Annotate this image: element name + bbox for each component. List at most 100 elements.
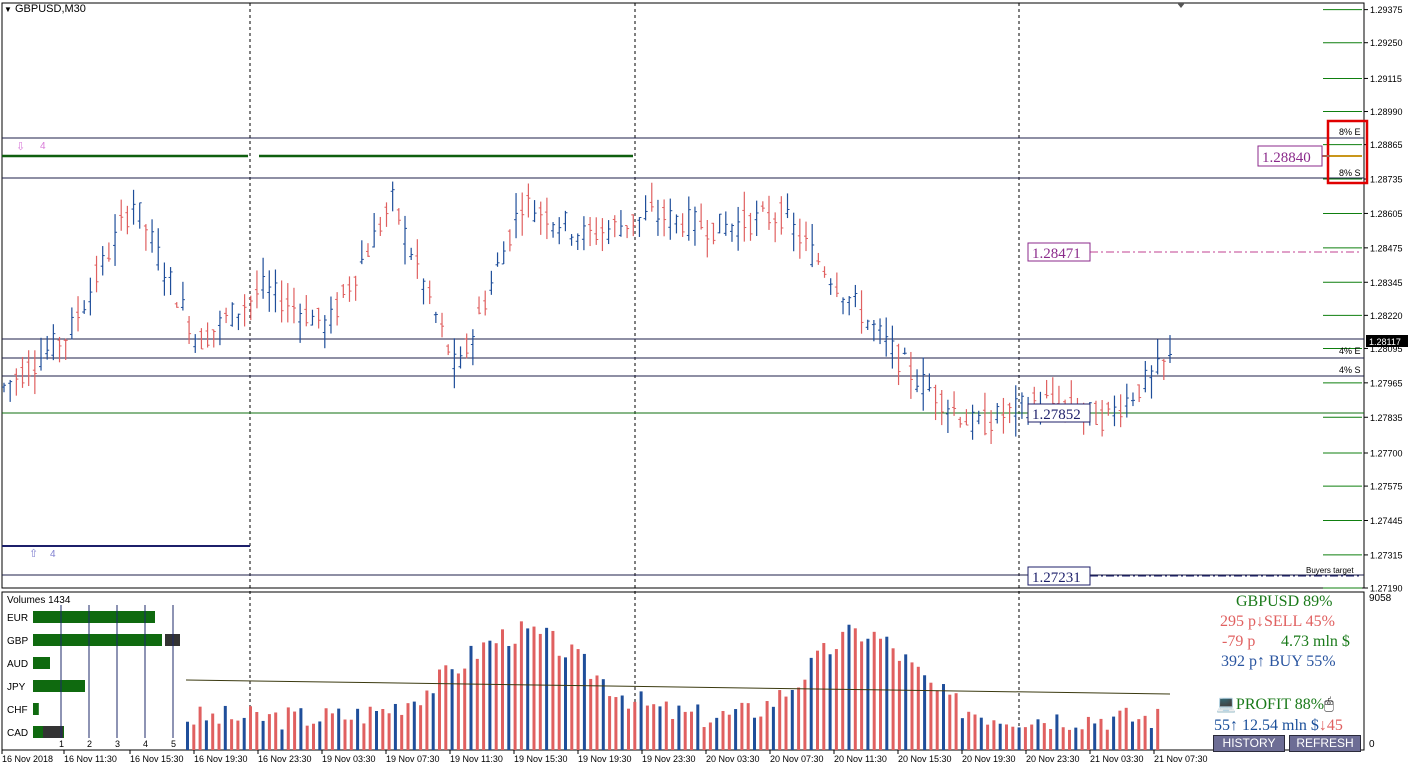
price-tick-label: 1.28990	[1370, 107, 1403, 117]
time-tick-label: 16 Nov 23:30	[258, 754, 312, 764]
zone-highlight-box[interactable]	[1326, 119, 1369, 185]
volume-bar	[557, 655, 561, 750]
volume-bar	[438, 669, 441, 750]
volume-bar	[910, 662, 914, 750]
history-button[interactable]: HISTORY	[1213, 735, 1285, 752]
volume-bar	[658, 706, 662, 750]
volume-bar	[1080, 729, 1084, 750]
volume-bar	[1074, 727, 1078, 750]
level-lower-value: 1.27852	[1032, 407, 1081, 423]
volume-bar	[526, 628, 530, 750]
level-box-mid[interactable]	[1027, 242, 1091, 262]
signal-up-count: 4	[50, 549, 56, 560]
volume-bar	[721, 711, 725, 750]
volume-bar	[652, 704, 656, 750]
volume-average-line	[185, 679, 1171, 695]
currency-label: EUR	[7, 613, 28, 624]
volume-bar	[822, 643, 826, 750]
shift-marker-icon[interactable]	[1177, 3, 1185, 8]
volume-bar	[860, 641, 864, 750]
volume-bar	[469, 645, 473, 750]
volume-bar	[375, 711, 378, 750]
volume-bar	[1149, 728, 1153, 750]
volume-bar	[1011, 726, 1015, 750]
currency-strength-bar	[33, 703, 39, 715]
volume-bar	[715, 717, 719, 750]
volume-bar	[463, 668, 467, 750]
volume-bar	[507, 645, 511, 750]
volume-bar	[620, 695, 624, 750]
price-tick-label: 1.27190	[1370, 584, 1403, 594]
profit-label: PROFIT 88%	[1235, 696, 1325, 713]
level-box-lower[interactable]	[1027, 403, 1091, 423]
volume-bar	[979, 717, 983, 750]
volume-bar	[368, 706, 372, 750]
currency-label: GBP	[7, 636, 28, 647]
volume-bar	[784, 696, 788, 750]
volume-bar	[330, 713, 334, 750]
volume-bar	[425, 690, 429, 750]
volume-bar	[1099, 718, 1103, 750]
volume-bar	[967, 711, 971, 750]
price-tick-label: 1.29250	[1370, 38, 1403, 48]
price-tick-label: 1.28605	[1370, 209, 1403, 219]
time-tick-label: 20 Nov 07:30	[770, 754, 824, 764]
refresh-button[interactable]: REFRESH	[1289, 735, 1361, 752]
volume-bar	[1017, 727, 1021, 750]
volume-bar	[519, 621, 523, 750]
volume-bar	[356, 708, 360, 750]
time-tick-label: 19 Nov 03:30	[322, 754, 376, 764]
stat-sell: 295 p↓SELL 45%	[1220, 613, 1335, 630]
volume-bar	[960, 718, 964, 750]
volume-bar	[249, 706, 252, 750]
volume-bar	[450, 669, 454, 750]
volume-bar	[664, 701, 668, 750]
volume-bar	[809, 657, 813, 750]
volume-bar	[803, 679, 807, 750]
level-box-upper[interactable]	[1257, 145, 1323, 167]
volume-bar	[696, 704, 700, 750]
volume-bar	[834, 649, 838, 750]
mouse-icon[interactable]: 🖱	[1324, 696, 1334, 713]
volume-bar	[217, 723, 221, 750]
volume-bar	[482, 642, 486, 750]
volume-title: Volumes 1434	[7, 595, 71, 606]
time-tick-label: 19 Nov 07:30	[386, 754, 440, 764]
volume-bar	[576, 649, 580, 750]
volume-bar	[211, 713, 215, 750]
volume-bar	[935, 690, 939, 750]
volume-bar	[456, 673, 460, 750]
level-upper-value: 1.28840	[1262, 150, 1311, 166]
volume-bar	[790, 689, 794, 750]
volume-bar	[393, 703, 397, 750]
volume-bar	[778, 690, 782, 750]
signal-down-count: 4	[40, 141, 46, 152]
price-tick-label: 1.27965	[1370, 378, 1403, 388]
price-tick-label: 1.27575	[1370, 482, 1403, 492]
volume-bar	[954, 693, 958, 750]
time-tick-label: 16 Nov 11:30	[64, 754, 117, 764]
volume-bar	[412, 701, 416, 750]
time-tick-label: 21 Nov 03:30	[1090, 754, 1144, 764]
volume-bar	[885, 636, 889, 750]
volume-bar	[1156, 708, 1160, 750]
volume-bar	[986, 724, 990, 750]
volume-bar	[916, 666, 920, 750]
volume-bar	[841, 631, 845, 750]
currency-label: CHF	[7, 705, 28, 716]
volume-bar	[608, 696, 612, 750]
symbol-timeframe: GBPUSD,M30	[14, 3, 86, 15]
level-bottom-value: 1.27231	[1032, 570, 1081, 586]
strength-scale-label: 1	[59, 739, 64, 749]
level-box-bottom[interactable]	[1027, 566, 1091, 586]
price-tick-label: 1.28220	[1370, 311, 1403, 321]
chart-menu-icon[interactable]: ▼	[4, 5, 12, 14]
strength-scale-label: 5	[171, 739, 176, 749]
currency-strength-bar	[33, 634, 162, 646]
volume-bar	[299, 708, 303, 750]
volume-scale-bottom: 0	[1369, 739, 1375, 750]
strength-scale-label: 2	[87, 739, 92, 749]
stat-net-volume: 4.73 mln $	[1281, 633, 1350, 650]
